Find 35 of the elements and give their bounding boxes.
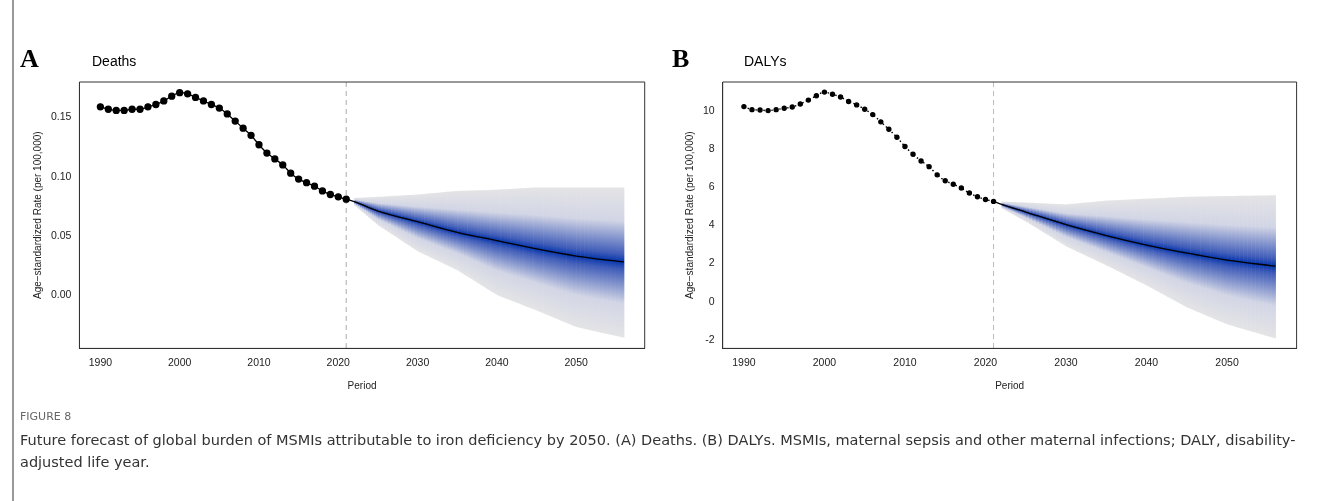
x-tick-label: 2010	[893, 355, 917, 368]
y-tick-label: 0.00	[51, 288, 72, 301]
y-tick-label: 0.15	[51, 110, 72, 123]
y-tick-label: 2	[708, 256, 715, 269]
y-tick-label: 6	[708, 180, 715, 193]
chart-title: Deaths	[92, 53, 137, 69]
x-tick-label: 1990	[88, 355, 113, 368]
x-tick-label: 2030	[405, 355, 430, 368]
y-tick-label: 0.10	[51, 169, 72, 182]
x-tick-label: 2030	[1054, 355, 1078, 368]
x-tick-label: 2010	[247, 355, 271, 368]
y-tick-label: 10	[702, 103, 715, 116]
y-tick-label: -2	[705, 332, 715, 345]
x-axis-title: Period	[347, 379, 377, 391]
y-tick-label: 4	[708, 218, 715, 231]
text: B	[672, 44, 690, 74]
y-tick-label: 0.05	[51, 228, 72, 241]
y-tick-label: 8	[708, 142, 715, 155]
text: A	[20, 44, 39, 74]
x-tick-label: 2020	[973, 355, 998, 368]
x-tick-label: 2050	[1215, 355, 1239, 368]
x-tick-label: 2040	[485, 355, 509, 368]
text: Future forecast of global burden of MSMIs attributable to iron deficiency by 2050. (A) Deaths. (B) DALYs. MSMIs, maternal sepsis and other maternal infections; DALY, disability-adjusted life year.	[20, 431, 1297, 472]
y-tick-label: 0	[708, 294, 715, 307]
x-axis-title: Period	[995, 379, 1025, 391]
chart-title: DALYs	[744, 53, 787, 69]
x-tick-label: 2000	[167, 355, 192, 368]
x-tick-label: 2040	[1134, 355, 1159, 368]
caption: FIGURE 8	[20, 410, 73, 423]
y-axis-title: Age−standardized Rate (per 100,000)	[31, 131, 43, 300]
y-axis-title: Age−standardized Rate (per 100,000)	[683, 131, 695, 300]
x-tick-label: 2000	[812, 355, 837, 368]
x-tick-label: 2050	[564, 355, 589, 368]
x-tick-label: 2020	[326, 355, 351, 368]
x-tick-label: 1990	[732, 355, 756, 368]
